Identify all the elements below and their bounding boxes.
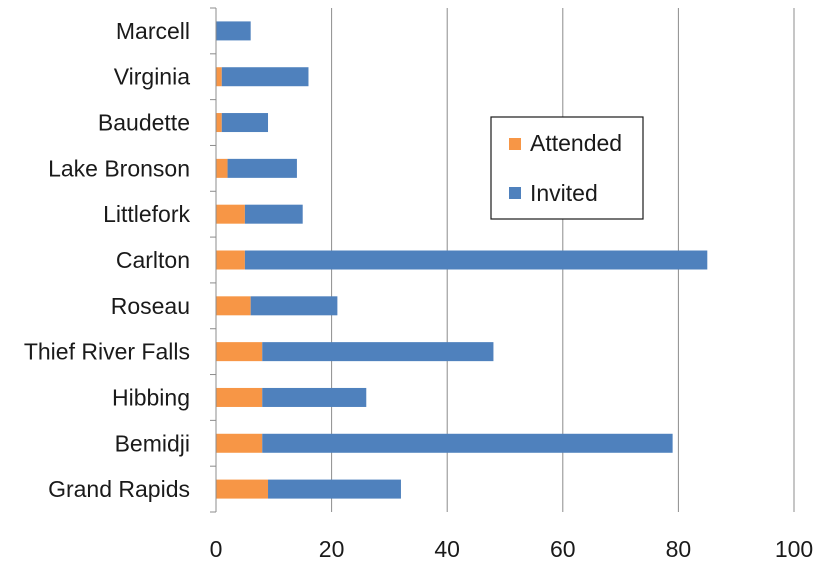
category-label-baudette: Baudette [98,110,190,136]
category-label-roseau: Roseau [111,293,190,319]
bar-invited-roseau [250,296,338,316]
x-tick-label-40: 40 [434,536,460,561]
category-label-littlefork: Littlefork [103,201,190,227]
bar-attended-thief-river-falls [216,342,263,362]
bar-invited-grand-rapids [268,479,401,499]
bar-invited-littlefork [244,204,303,224]
legend-label-invited: Invited [530,180,598,206]
category-label-grand-rapids: Grand Rapids [48,476,190,502]
category-label-bemidji: Bemidji [115,430,190,456]
x-tick-label-20: 20 [319,536,345,561]
x-tick-label-60: 60 [550,536,576,561]
x-tick-labels: 0 20 40 60 80 100 [210,536,814,561]
bar-invited-marcell [216,21,251,41]
bar-attended-littlefork [216,204,245,224]
bar-invited-hibbing [262,387,367,407]
bar-attended-roseau [216,296,251,316]
bars [216,21,708,499]
category-label-marcell: Marcell [116,18,190,44]
legend-swatch-attended [509,138,521,150]
axes [210,7,217,513]
category-label-hibbing: Hibbing [112,384,190,410]
legend-label-attended: Attended [530,130,622,156]
bar-invited-virginia [221,67,309,87]
category-label-lake-bronson: Lake Bronson [48,155,190,181]
x-tick-label-0: 0 [210,536,223,561]
x-tick-label-100: 100 [775,536,813,561]
legend: Attended Invited [490,116,644,220]
category-label-carlton: Carlton [116,247,190,273]
category-label-virginia: Virginia [114,64,190,90]
bar-attended-virginia [216,67,222,87]
legend-box [490,116,644,220]
legend-swatch-invited [509,187,521,199]
bar-attended-grand-rapids [216,479,269,499]
bar-invited-lake-bronson [227,158,297,178]
category-label-thief-river-falls: Thief River Falls [24,339,190,365]
category-labels: Marcell Virginia Baudette Lake Bronson Littl… [24,18,191,502]
x-tick-label-80: 80 [666,536,692,561]
bar-invited-carlton [244,250,708,270]
bar-attended-hibbing [216,387,263,407]
bar-invited-baudette [221,113,269,133]
bar-attended-carlton [216,250,245,270]
bar-invited-thief-river-falls [262,342,494,362]
bar-attended-lake-bronson [216,158,228,178]
bar-invited-bemidji [262,433,673,453]
bar-attended-baudette [216,113,222,133]
bar-attended-bemidji [216,433,263,453]
